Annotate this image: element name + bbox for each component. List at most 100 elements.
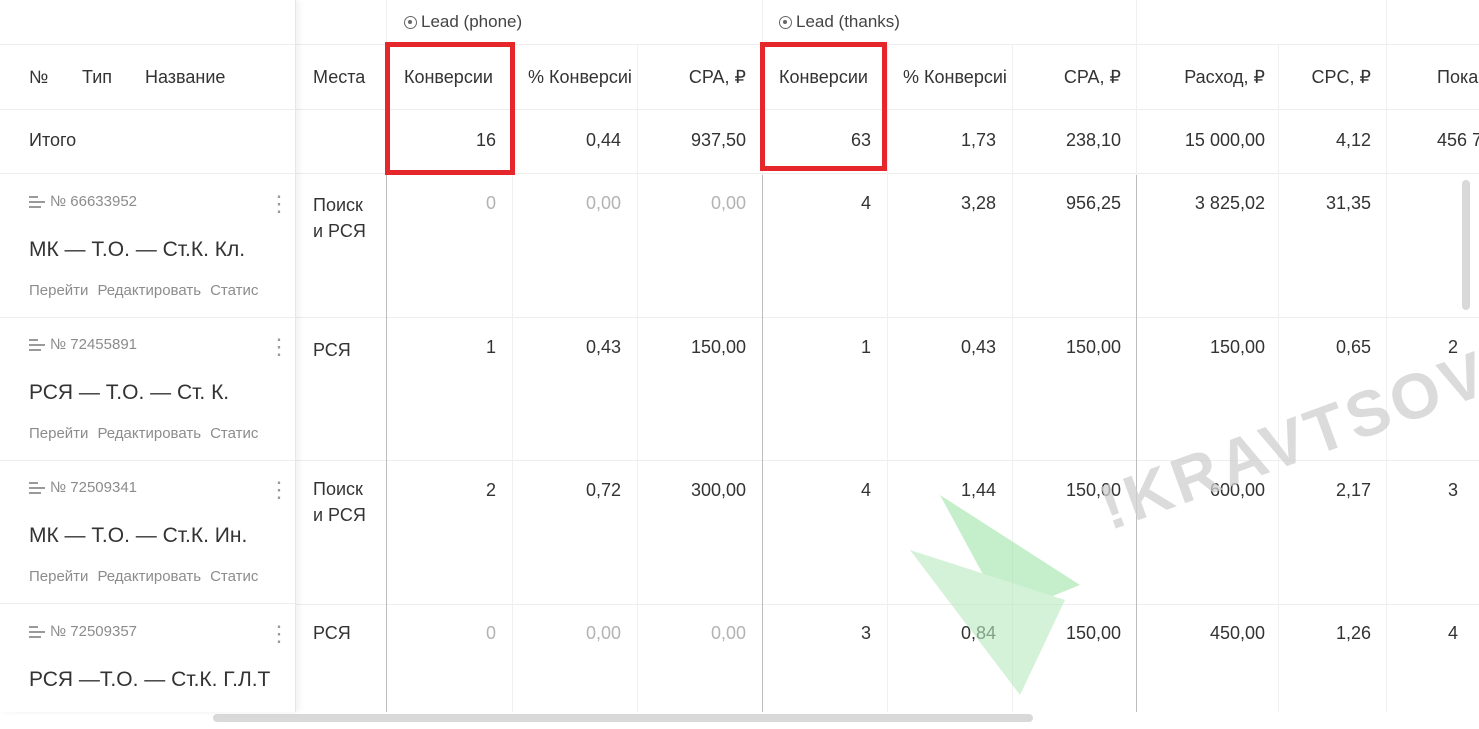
total-conv-rate-phone: 0,44	[585, 130, 621, 150]
cell-conversions-thanks: 4	[860, 480, 871, 500]
highlight-box-phone-conversions	[385, 42, 515, 175]
cell-spend: 150,00	[1209, 337, 1265, 357]
stats-link[interactable]: Статис	[210, 425, 259, 442]
campaign-actions: Перейти Редактировать Статис	[29, 568, 281, 585]
column-header-impressions[interactable]: Пока	[1437, 67, 1479, 87]
more-menu-icon[interactable]: ⋮	[268, 191, 290, 216]
stats-link[interactable]: Статис	[210, 568, 259, 585]
cell-spend: 600,00	[1209, 480, 1265, 500]
campaign-name[interactable]: МК — Т.О. — Ст.К. Кл.	[29, 238, 246, 261]
cell-cpc: 0,65	[1335, 337, 1371, 357]
cell-cpc: 1,26	[1335, 623, 1371, 643]
cell-conv-rate-phone: 0,00	[585, 623, 621, 643]
cell-spend: 3 825,02	[1194, 193, 1265, 213]
go-to-link[interactable]: Перейти	[29, 425, 89, 442]
goal-target-icon	[404, 15, 417, 29]
cell-conv-rate-thanks: 0,43	[960, 337, 996, 357]
go-to-link[interactable]: Перейти	[29, 282, 89, 299]
column-header-conv-rate-thanks[interactable]: % Конверсиі	[903, 67, 1007, 87]
column-header-type[interactable]: Тип	[82, 67, 113, 87]
campaign-actions: Перейти Редактировать Статис	[29, 425, 281, 442]
total-conv-rate-thanks: 1,73	[960, 130, 996, 150]
cell-impressions: 3	[1448, 480, 1459, 500]
total-cpa-phone: 937,50	[690, 130, 746, 150]
total-conversions-thanks: 63	[850, 130, 871, 150]
totals-label: Итого	[29, 130, 77, 150]
cell-spend: 450,00	[1209, 623, 1265, 643]
cell-cpc: 31,35	[1325, 193, 1371, 213]
campaign-id: № 72455891	[29, 336, 137, 353]
cell-conversions-phone: 1	[485, 337, 496, 357]
goal-target-icon	[779, 15, 792, 29]
campaign-type-icon	[29, 481, 45, 494]
cell-cpa-thanks: 956,25	[1065, 193, 1121, 213]
cell-cpa-phone: 300,00	[690, 480, 746, 500]
cell-cpa-thanks: 150,00	[1065, 480, 1121, 500]
edit-link[interactable]: Редактировать	[97, 282, 202, 299]
cell-conv-rate-phone: 0,72	[585, 480, 621, 500]
edit-link[interactable]: Редактировать	[97, 425, 202, 442]
campaign-type-icon	[29, 338, 45, 351]
cell-cpa-phone: 0,00	[710, 193, 746, 213]
campaign-row: № 72509341 ⋮ МК — Т.О. — Ст.К. Ин. Перей…	[0, 460, 295, 604]
campaign-actions: Перейти Редактировать Статис	[29, 282, 281, 299]
cell-cpa-thanks: 150,00	[1065, 623, 1121, 643]
campaign-row: № 72455891 ⋮ РСЯ — Т.О. — Ст. К. Перейти…	[0, 317, 295, 461]
goal-group-lead-thanks: Lead (thanks)	[779, 12, 900, 32]
cell-conversions-phone: 0	[485, 193, 496, 213]
edit-link[interactable]: Редактировать	[97, 568, 202, 585]
more-menu-icon[interactable]: ⋮	[268, 477, 290, 502]
campaign-name[interactable]: РСЯ — Т.О. — Ст. К.	[29, 381, 230, 404]
column-header-spend[interactable]: Расход, ₽	[1184, 67, 1265, 87]
column-header-name[interactable]: Название	[145, 67, 226, 87]
column-header-conversions-phone[interactable]: Конверсии	[404, 67, 493, 87]
cell-conversions-phone: 2	[485, 480, 496, 500]
cell-conv-rate-phone: 0,00	[585, 193, 621, 213]
total-spend: 15 000,00	[1184, 130, 1265, 150]
stats-link[interactable]: Статис	[210, 282, 259, 299]
campaign-row: № 66633952 ⋮ МК — Т.О. — Ст.К. Кл. Перей…	[0, 174, 295, 318]
campaign-id: № 72509341	[29, 479, 137, 496]
campaign-name[interactable]: МК — Т.О. — Ст.К. Ин.	[29, 524, 248, 547]
column-header-cpc[interactable]: CPC, ₽	[1311, 67, 1371, 87]
campaign-list-column: № Тип Название Итого № 66633952 ⋮ МК — Т…	[0, 0, 296, 712]
more-menu-icon[interactable]: ⋮	[268, 621, 290, 646]
cell-cpa-phone: 150,00	[690, 337, 746, 357]
campaign-id: № 66633952	[29, 193, 137, 210]
row-places: РСЯ	[313, 623, 351, 643]
goal-group-lead-phone: Lead (phone)	[404, 12, 522, 32]
row-places: Поиск и РСЯ	[313, 195, 366, 241]
column-header-places[interactable]: Места	[313, 67, 366, 87]
total-cpa-thanks: 238,10	[1065, 130, 1121, 150]
cell-conv-rate-thanks: 3,28	[960, 193, 996, 213]
vertical-scrollbar[interactable]	[1462, 180, 1470, 310]
cell-conv-rate-phone: 0,43	[585, 337, 621, 357]
column-header-conversions-thanks[interactable]: Конверсии	[779, 67, 868, 87]
total-conversions-phone: 16	[475, 130, 496, 150]
cell-cpa-phone: 0,00	[710, 623, 746, 643]
campaign-name[interactable]: РСЯ —Т.О. — Ст.К. Г.Л.Т	[29, 668, 271, 691]
cell-cpa-thanks: 150,00	[1065, 337, 1121, 357]
total-impressions: 456 7	[1437, 130, 1479, 150]
column-header-cpa-phone[interactable]: CPA, ₽	[688, 67, 746, 87]
cell-impressions: 4	[1448, 623, 1459, 643]
cell-impressions: 2	[1448, 337, 1459, 357]
watermark-logo-icon	[910, 495, 1080, 695]
cell-conv-rate-thanks: 1,44	[960, 480, 996, 500]
campaign-id: № 72509357	[29, 623, 137, 640]
column-header-number[interactable]: №	[29, 67, 49, 87]
total-cpc: 4,12	[1335, 130, 1371, 150]
column-header-cpa-thanks[interactable]: CPA, ₽	[1063, 67, 1121, 87]
horizontal-scrollbar[interactable]	[213, 714, 1033, 722]
row-places: Поиск и РСЯ	[313, 479, 366, 525]
more-menu-icon[interactable]: ⋮	[268, 334, 290, 359]
campaign-type-icon	[29, 195, 45, 208]
watermark-text: !KRAVTSOV	[1090, 336, 1479, 544]
cell-conversions-thanks: 1	[860, 337, 871, 357]
column-header-conv-rate-phone[interactable]: % Конверсиі	[528, 67, 632, 87]
cell-cpc: 2,17	[1335, 480, 1371, 500]
highlight-box-thanks-conversions	[760, 42, 887, 171]
go-to-link[interactable]: Перейти	[29, 568, 89, 585]
campaign-row: № 72509357 ⋮ РСЯ —Т.О. — Ст.К. Г.Л.Т	[0, 604, 295, 729]
